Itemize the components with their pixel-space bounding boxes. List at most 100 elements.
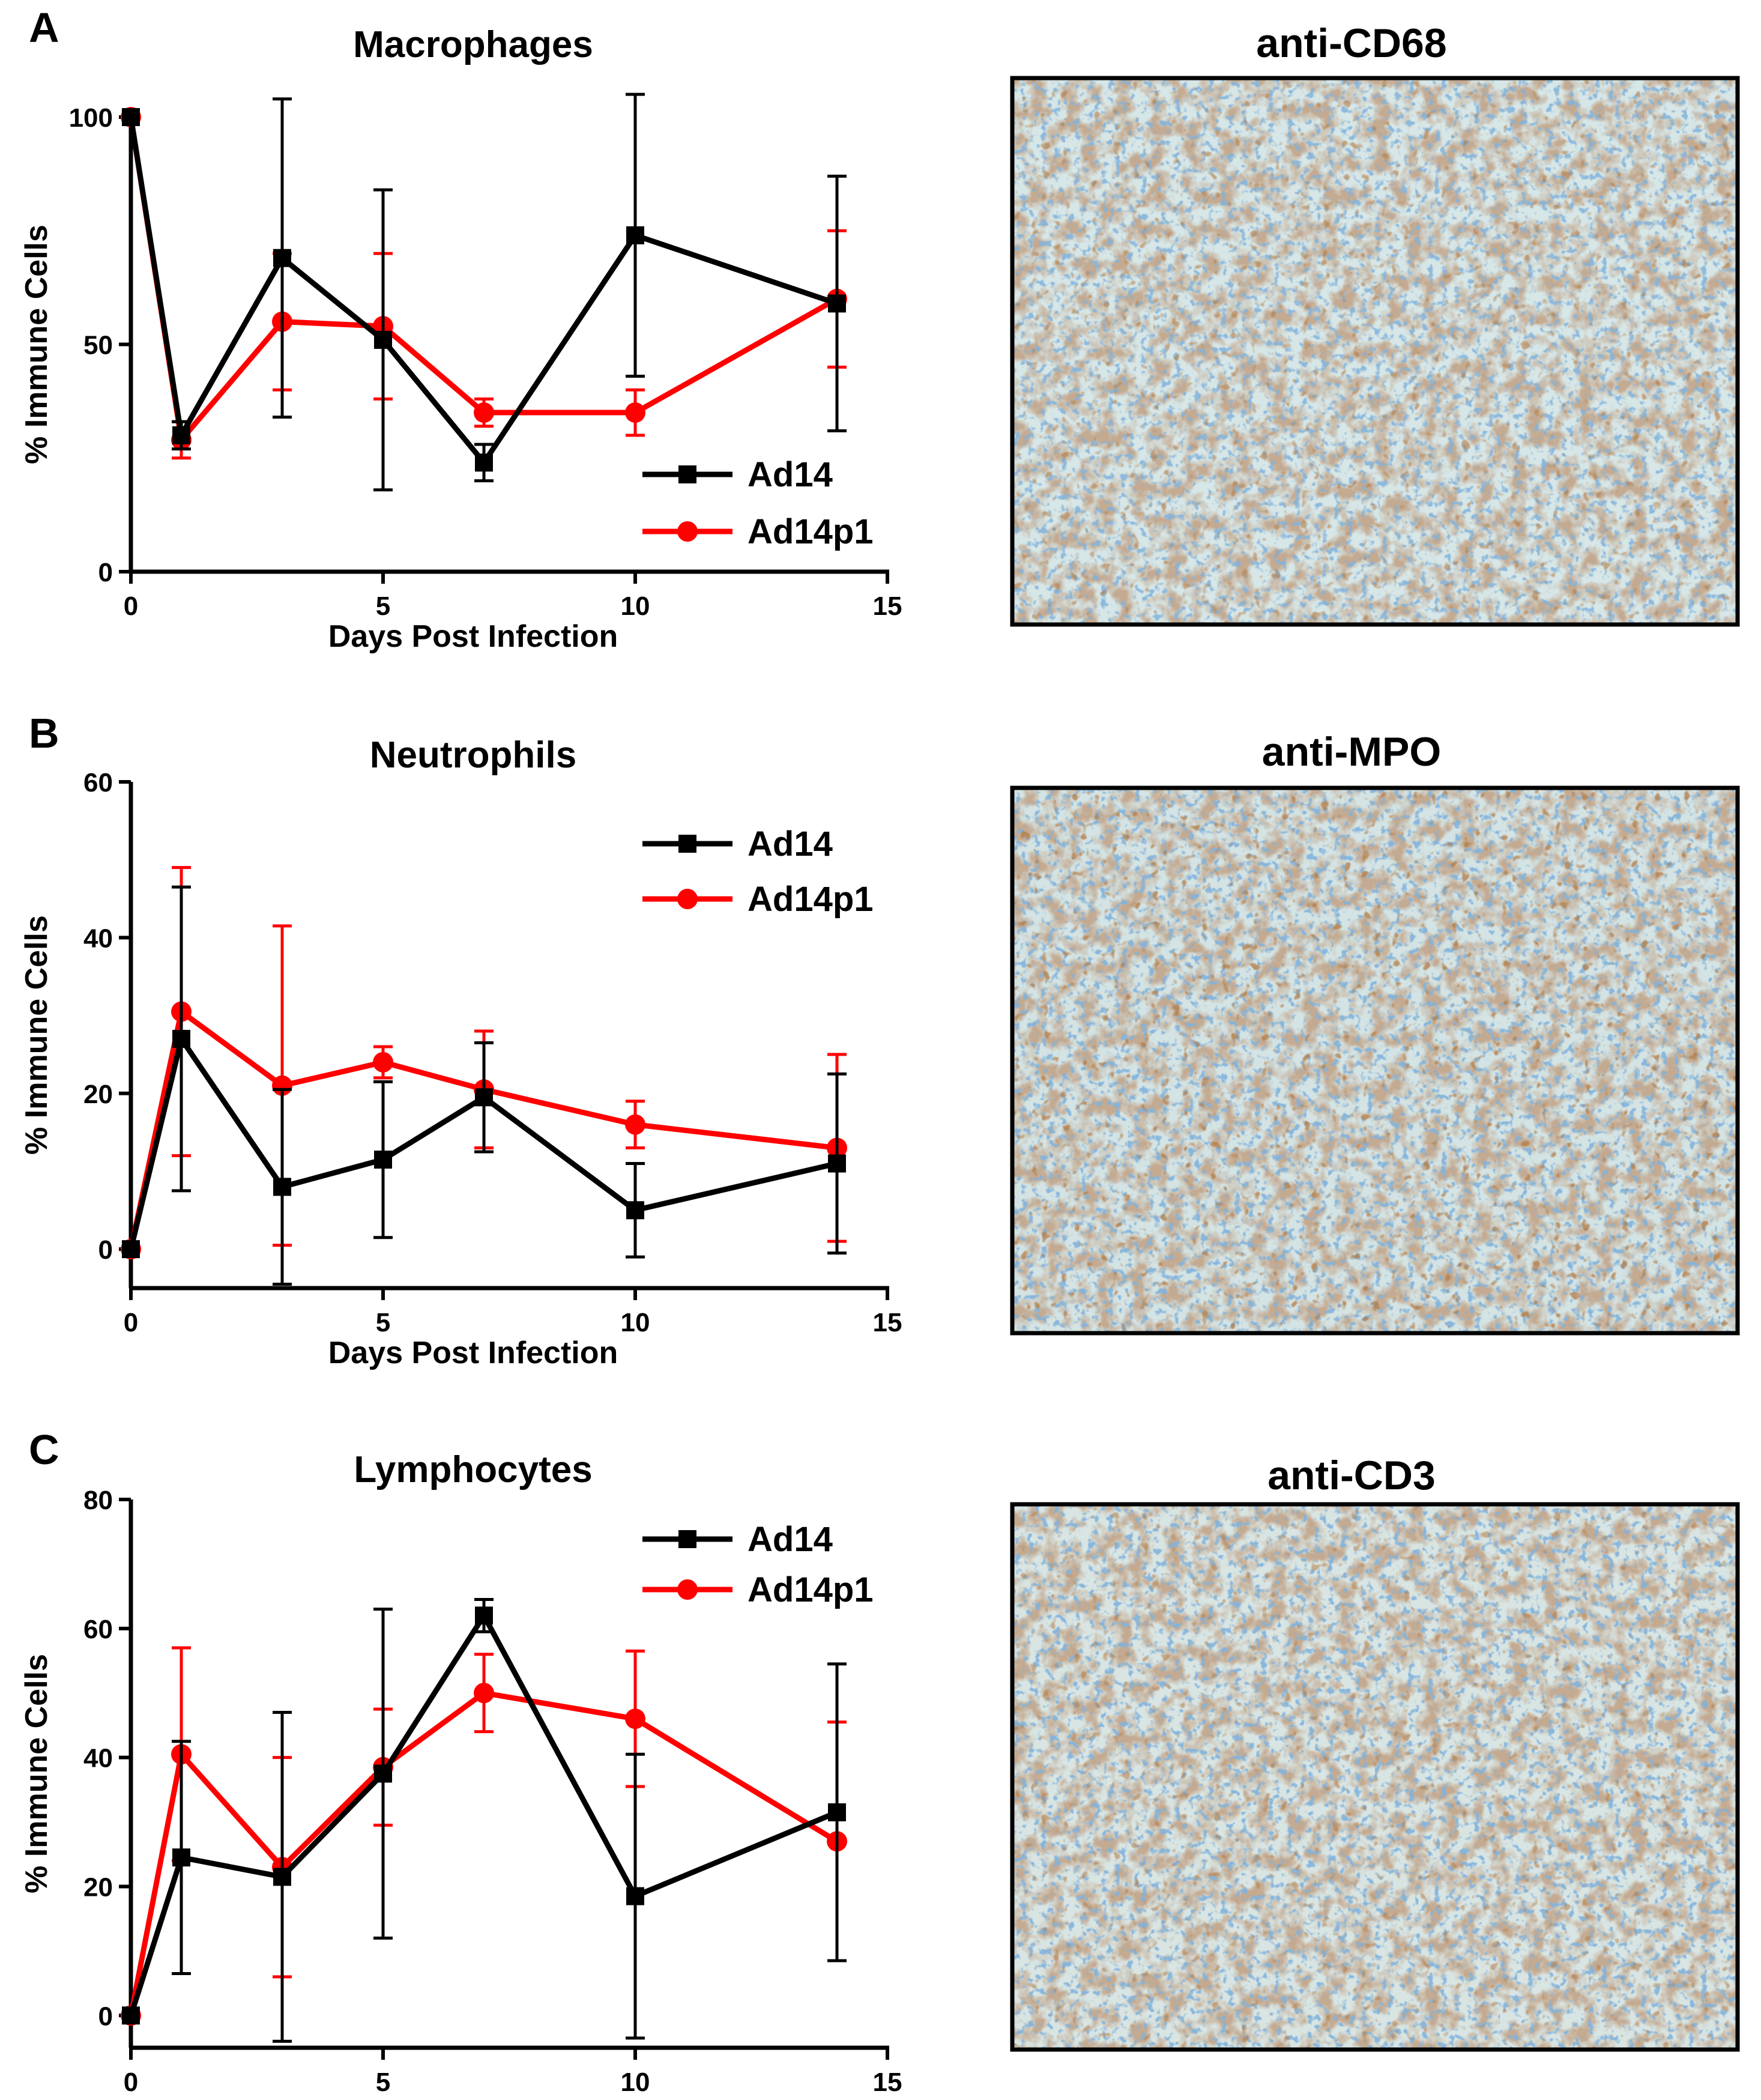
x-tick-label: 5 — [376, 1308, 390, 1337]
data-point — [172, 1848, 190, 1867]
y-tick-label: 60 — [83, 768, 113, 797]
y-tick-label: 0 — [98, 2002, 113, 2031]
x-tick-label: 5 — [376, 2068, 390, 2097]
y-axis-label: % Immune Cells — [19, 225, 54, 464]
x-tick-label: 10 — [621, 1308, 650, 1337]
chart-title: Lymphocytes — [354, 1449, 592, 1490]
chart-macrophages: Macrophages 0 50 100 0 5 10 15 Days Post Infecti… — [19, 24, 902, 654]
data-point — [475, 453, 493, 472]
data-point — [625, 1708, 645, 1729]
micrograph-cd68: anti-CD68 — [1010, 20, 1740, 627]
series-ad14 — [122, 885, 847, 1286]
legend-marker — [678, 835, 696, 853]
data-point — [122, 2006, 140, 2025]
micrograph-title: anti-MPO — [1262, 729, 1441, 775]
legend-label: Ad14p1 — [748, 1570, 874, 1609]
legend-marker — [677, 1579, 698, 1600]
micrograph-image — [1012, 788, 1738, 1333]
series-ad14p1 — [121, 107, 847, 460]
micrograph-frame — [1010, 76, 1740, 627]
data-point — [374, 1151, 392, 1169]
data-point — [828, 1154, 846, 1173]
data-point — [374, 330, 392, 349]
micrograph-image — [1012, 78, 1738, 625]
data-point — [475, 1606, 493, 1625]
micrograph-title: anti-CD3 — [1267, 1453, 1436, 1498]
y-tick-label: 20 — [83, 1872, 113, 1902]
data-point — [122, 108, 140, 126]
legend-label: Ad14p1 — [748, 512, 874, 551]
series-ad14 — [122, 1597, 847, 2043]
chart-title: Macrophages — [353, 24, 593, 65]
y-axis-label: % Immune Cells — [19, 915, 54, 1155]
data-point — [626, 1201, 644, 1220]
micrograph-cd3: anti-CD3 — [1010, 1453, 1740, 2052]
micrograph-title: anti-CD68 — [1256, 20, 1446, 66]
y-tick-label: 20 — [83, 1080, 113, 1109]
legend-label: Ad14 — [748, 1520, 833, 1559]
series-ad14p1 — [121, 1646, 847, 2026]
x-tick-label: 0 — [124, 592, 138, 621]
data-point — [273, 1178, 291, 1196]
series-line — [128, 116, 839, 446]
data-point — [122, 1240, 140, 1259]
legend-marker — [677, 521, 698, 542]
x-tick-label: 15 — [873, 592, 902, 621]
chart-neutrophils: Neutrophils 0 20 40 60 0 5 10 15 Days Post Infect… — [19, 734, 902, 1370]
legend-label: Ad14 — [748, 455, 833, 494]
y-tick-label: 50 — [83, 331, 113, 360]
panel-letters: A B C — [29, 4, 59, 1473]
legend-label: Ad14p1 — [748, 880, 874, 919]
data-point — [828, 1803, 846, 1821]
data-point — [625, 402, 645, 423]
x-tick-label: 10 — [621, 2068, 650, 2097]
data-point — [626, 1887, 644, 1905]
x-tick-label: 15 — [873, 2068, 902, 2097]
y-axis-label: % Immune Cells — [19, 1654, 54, 1893]
legend-marker — [678, 1530, 696, 1548]
legend-marker — [677, 889, 698, 909]
data-point — [374, 1764, 392, 1783]
x-tick-label: 5 — [376, 592, 390, 621]
series-ad14 — [122, 92, 847, 492]
micrograph-frame — [1010, 785, 1740, 1336]
panel-letter: A — [29, 4, 59, 51]
micrograph-mpo: anti-MPO — [1010, 729, 1740, 1336]
data-point — [474, 1683, 494, 1704]
micrograph-image — [1012, 1504, 1738, 2050]
x-tick-label: 10 — [621, 592, 650, 621]
data-point — [172, 426, 190, 444]
panel-letter: B — [29, 710, 59, 757]
data-point — [273, 1868, 291, 1886]
y-tick-label: 100 — [69, 103, 113, 133]
legend: Ad14 Ad14p1 — [642, 1520, 874, 1609]
micrograph-frame — [1010, 1502, 1740, 2052]
data-point — [172, 1029, 190, 1048]
legend: Ad14 Ad14p1 — [642, 825, 874, 919]
data-point — [474, 402, 494, 423]
y-tick-label: 60 — [83, 1615, 113, 1644]
x-axis-label: Days Post Infection — [328, 2095, 618, 2100]
x-tick-label: 15 — [873, 1308, 902, 1337]
y-tick-label: 40 — [83, 924, 113, 953]
chart-lymphocytes: Lymphocytes 0 20 40 60 80 0 5 10 15 Days Post Infe… — [19, 1449, 902, 2100]
data-point — [626, 226, 644, 244]
x-axis-label: Days Post Infection — [328, 1336, 618, 1370]
chart-title: Neutrophils — [370, 734, 576, 776]
data-point — [373, 1052, 393, 1073]
data-point — [273, 249, 291, 267]
x-tick-label: 0 — [124, 2068, 138, 2097]
legend-label: Ad14 — [748, 825, 833, 864]
data-point — [828, 294, 846, 313]
y-tick-label: 0 — [98, 558, 113, 587]
legend-marker — [678, 465, 696, 483]
legend: Ad14 Ad14p1 — [642, 455, 874, 551]
y-tick-label: 0 — [98, 1235, 113, 1265]
y-tick-label: 40 — [83, 1744, 113, 1773]
y-tick-label: 80 — [83, 1486, 113, 1515]
data-point — [475, 1088, 493, 1107]
data-point — [625, 1114, 645, 1135]
panel-letter: C — [29, 1426, 59, 1473]
x-tick-label: 0 — [124, 1308, 138, 1337]
